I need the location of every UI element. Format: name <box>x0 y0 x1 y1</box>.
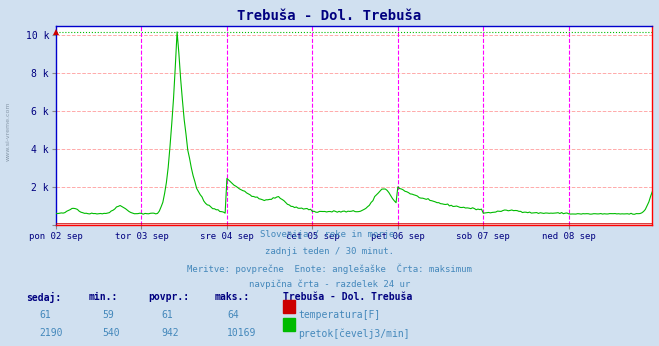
Text: maks.:: maks.: <box>214 292 249 302</box>
Text: 64: 64 <box>227 310 239 320</box>
Text: temperatura[F]: temperatura[F] <box>299 310 381 320</box>
Text: Trebuša - Dol. Trebuša: Trebuša - Dol. Trebuša <box>237 9 422 22</box>
Text: Slovenija / reke in morje.: Slovenija / reke in morje. <box>260 230 399 239</box>
Text: 10169: 10169 <box>227 328 257 338</box>
Text: zadnji teden / 30 minut.: zadnji teden / 30 minut. <box>265 247 394 256</box>
Text: 540: 540 <box>102 328 120 338</box>
Text: www.si-vreme.com: www.si-vreme.com <box>5 102 11 161</box>
Text: 61: 61 <box>40 310 51 320</box>
Text: povpr.:: povpr.: <box>148 292 189 302</box>
Text: min.:: min.: <box>89 292 119 302</box>
Text: navpična črta - razdelek 24 ur: navpična črta - razdelek 24 ur <box>249 280 410 289</box>
Text: 59: 59 <box>102 310 114 320</box>
Text: 61: 61 <box>161 310 173 320</box>
Text: Meritve: povprečne  Enote: anglešaške  Črta: maksimum: Meritve: povprečne Enote: anglešaške Črt… <box>187 263 472 274</box>
Text: pretok[čevelj3/min]: pretok[čevelj3/min] <box>299 328 410 339</box>
Text: sedaj:: sedaj: <box>26 292 61 303</box>
Text: 2190: 2190 <box>40 328 63 338</box>
Text: 942: 942 <box>161 328 179 338</box>
Text: Trebuša - Dol. Trebuša: Trebuša - Dol. Trebuša <box>283 292 413 302</box>
